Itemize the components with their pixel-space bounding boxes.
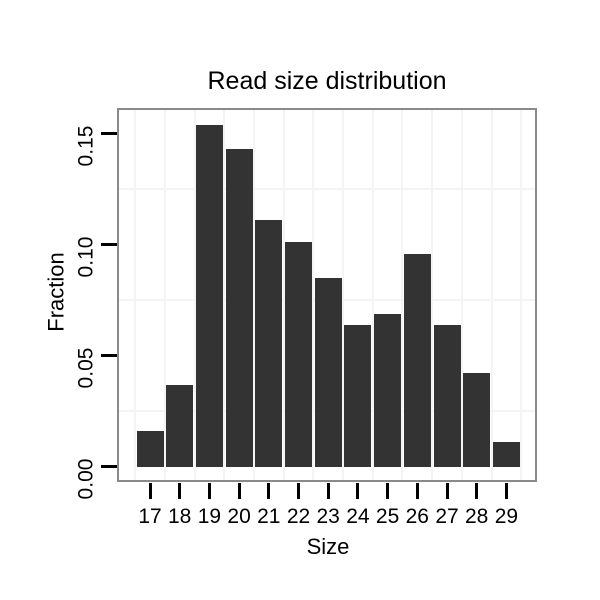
bar-size-27 bbox=[433, 324, 461, 467]
y-tick-0.05 bbox=[101, 354, 117, 358]
y-tick-0.10 bbox=[101, 243, 117, 247]
minor-gridline-vertical bbox=[312, 110, 315, 480]
minor-gridline-vertical bbox=[193, 110, 196, 480]
x-tick-21 bbox=[267, 483, 271, 499]
x-tick-20 bbox=[237, 483, 241, 499]
bar-size-24 bbox=[344, 324, 372, 467]
minor-gridline-vertical bbox=[134, 110, 137, 480]
y-axis-title: Fraction bbox=[43, 252, 69, 332]
minor-gridline-vertical bbox=[401, 110, 404, 480]
x-tick-label-27: 27 bbox=[435, 505, 459, 528]
x-tick-label-23: 23 bbox=[316, 505, 340, 528]
minor-gridline-vertical bbox=[520, 110, 523, 480]
minor-gridline-vertical bbox=[342, 110, 345, 480]
x-tick-label-17: 17 bbox=[138, 505, 162, 528]
bar-size-17 bbox=[136, 431, 164, 467]
x-tick-label-21: 21 bbox=[257, 505, 281, 528]
x-tick-label-19: 19 bbox=[197, 505, 222, 528]
x-tick-29 bbox=[504, 483, 508, 499]
x-tick-28 bbox=[475, 483, 479, 499]
bar-size-28 bbox=[463, 373, 491, 467]
x-tick-label-28: 28 bbox=[465, 505, 489, 528]
x-tick-label-29: 29 bbox=[494, 505, 519, 528]
bar-size-26 bbox=[403, 253, 431, 467]
plot-panel bbox=[117, 108, 537, 482]
bar-size-20 bbox=[225, 149, 253, 467]
x-tick-27 bbox=[445, 483, 449, 499]
bar-size-25 bbox=[374, 313, 402, 467]
y-tick-0.00 bbox=[101, 465, 117, 469]
minor-gridline-vertical bbox=[490, 110, 493, 480]
y-tick-label-0.15: 0.15 bbox=[74, 125, 97, 167]
x-tick-label-18: 18 bbox=[168, 505, 192, 528]
bar-size-21 bbox=[255, 220, 283, 467]
x-axis-title: Size bbox=[306, 534, 350, 559]
bar-size-29 bbox=[492, 442, 520, 467]
minor-gridline-vertical bbox=[163, 110, 166, 480]
x-tick-25 bbox=[386, 483, 390, 499]
bar-size-19 bbox=[195, 124, 223, 467]
bar-size-18 bbox=[166, 384, 194, 467]
x-tick-label-24: 24 bbox=[346, 505, 370, 528]
x-tick-17 bbox=[148, 483, 152, 499]
x-tick-19 bbox=[207, 483, 211, 499]
minor-gridline-vertical bbox=[371, 110, 374, 480]
x-tick-label-20: 20 bbox=[227, 505, 251, 528]
bar-size-23 bbox=[314, 278, 342, 467]
y-tick-0.15 bbox=[101, 132, 117, 136]
minor-gridline-vertical bbox=[431, 110, 434, 480]
minor-gridline-vertical bbox=[252, 110, 255, 480]
x-tick-22 bbox=[297, 483, 300, 499]
minor-gridline-vertical bbox=[460, 110, 463, 480]
minor-gridline-horizontal bbox=[119, 188, 535, 191]
y-tick-label-0.00: 0.00 bbox=[74, 458, 97, 500]
x-tick-24 bbox=[356, 483, 360, 499]
bar-size-22 bbox=[285, 242, 312, 467]
x-tick-23 bbox=[326, 483, 330, 499]
chart-title: Read size distribution bbox=[207, 67, 447, 95]
x-tick-label-25: 25 bbox=[375, 505, 400, 528]
minor-gridline-vertical bbox=[282, 110, 285, 480]
x-tick-26 bbox=[415, 483, 419, 499]
x-tick-label-22: 22 bbox=[286, 505, 311, 528]
x-tick-18 bbox=[178, 483, 182, 499]
minor-gridline-vertical bbox=[223, 110, 226, 480]
x-tick-label-26: 26 bbox=[405, 505, 429, 528]
